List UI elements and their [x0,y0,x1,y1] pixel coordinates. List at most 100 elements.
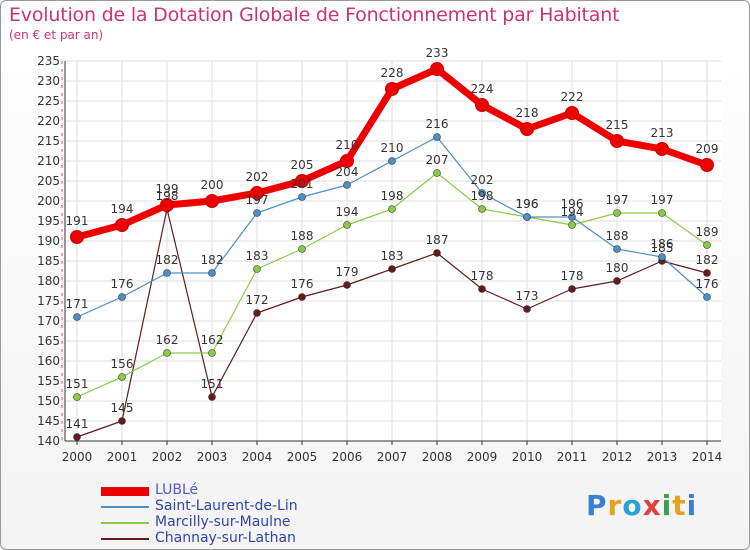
data-point [205,194,219,208]
data-label: 196 [516,197,539,211]
data-label: 185 [651,241,674,255]
data-point [613,245,621,253]
data-point [298,193,306,201]
data-label: 173 [516,289,539,303]
y-tick-label: 175 [37,294,60,308]
x-tick-label: 2002 [152,450,183,464]
data-point [523,305,531,313]
data-point [163,349,171,357]
data-label: 224 [471,82,494,96]
data-label: 183 [381,249,404,263]
logo-letter: r [607,489,623,522]
data-label: 198 [156,189,179,203]
data-label: 202 [246,170,269,184]
data-point [70,230,84,244]
data-point [208,349,216,357]
data-point [658,253,666,261]
legend-label: Marcilly-sur-Maulne [155,514,291,530]
data-label: 222 [561,90,584,104]
x-tick-label: 2001 [107,450,138,464]
data-label: 215 [606,118,629,132]
legend-label: Saint-Laurent-de-Lin [155,498,298,514]
data-label: 188 [606,229,629,243]
data-label: 197 [246,193,269,207]
data-label: 186 [651,237,674,251]
x-tick-label: 2014 [692,450,723,464]
y-tick-label: 220 [37,114,60,128]
data-label: 162 [201,333,224,347]
data-point [73,393,81,401]
data-label: 171 [66,297,89,311]
x-tick-label: 2000 [62,450,93,464]
y-tick-label: 155 [37,374,60,388]
logo-letter: P [586,489,608,522]
data-point [73,313,81,321]
x-tick-label: 2009 [467,450,498,464]
y-tick-label: 140 [37,434,60,448]
y-tick-label: 230 [37,74,60,88]
data-point [388,205,396,213]
data-label: 194 [336,205,359,219]
data-label: 176 [291,277,314,291]
data-point [385,82,399,96]
data-label: 162 [156,333,179,347]
data-point [433,249,441,257]
y-tick-label: 160 [37,354,60,368]
data-label: 176 [111,277,134,291]
data-label: 210 [336,138,359,152]
logo-letter: t [672,489,687,522]
data-point [208,393,216,401]
data-label: 156 [111,357,134,371]
data-point [433,169,441,177]
x-tick-label: 2004 [242,450,273,464]
data-point [568,213,576,221]
y-tick-label: 200 [37,194,60,208]
logo-letter: x [642,489,662,522]
data-point [343,281,351,289]
data-label: 197 [606,193,629,207]
data-point [703,241,711,249]
data-label: 198 [471,189,494,203]
chart-subtitle: (en € et par an) [9,28,104,42]
x-tick-label: 2010 [512,450,543,464]
data-point [73,433,81,441]
data-label: 200 [201,178,224,192]
y-tick-label: 235 [37,54,60,68]
y-tick-label: 180 [37,274,60,288]
y-tick-label: 145 [37,414,60,428]
data-point [613,277,621,285]
data-point [253,209,261,217]
data-label: 202 [471,173,494,187]
x-tick-label: 2013 [647,450,678,464]
logo-letter: i [661,489,673,522]
x-tick-label: 2007 [377,450,408,464]
logo-letter: i [686,489,698,522]
chart-title: Evolution de la Dotation Globale de Fonc… [9,4,620,26]
data-label: 209 [696,142,719,156]
data-label: 187 [426,233,449,247]
data-label: 180 [606,261,629,275]
legend-swatch [101,486,149,496]
y-tick-label: 210 [37,154,60,168]
data-label: 182 [156,253,179,267]
x-tick-label: 2003 [197,450,228,464]
data-point [160,198,174,212]
y-tick-label: 205 [37,174,60,188]
data-point [475,98,489,112]
data-label: 213 [651,126,674,140]
y-tick-label: 225 [37,94,60,108]
data-label: 194 [111,202,134,216]
logo-letter: o [622,489,643,522]
data-label: 172 [246,293,269,307]
data-label: 189 [696,225,719,239]
y-tick-label: 150 [37,394,60,408]
data-label: 178 [561,269,584,283]
data-label: 218 [516,106,539,120]
data-point [703,269,711,277]
y-tick-label: 165 [37,334,60,348]
y-tick-label: 195 [37,214,60,228]
data-point [295,174,309,188]
data-point [568,285,576,293]
data-point [298,293,306,301]
